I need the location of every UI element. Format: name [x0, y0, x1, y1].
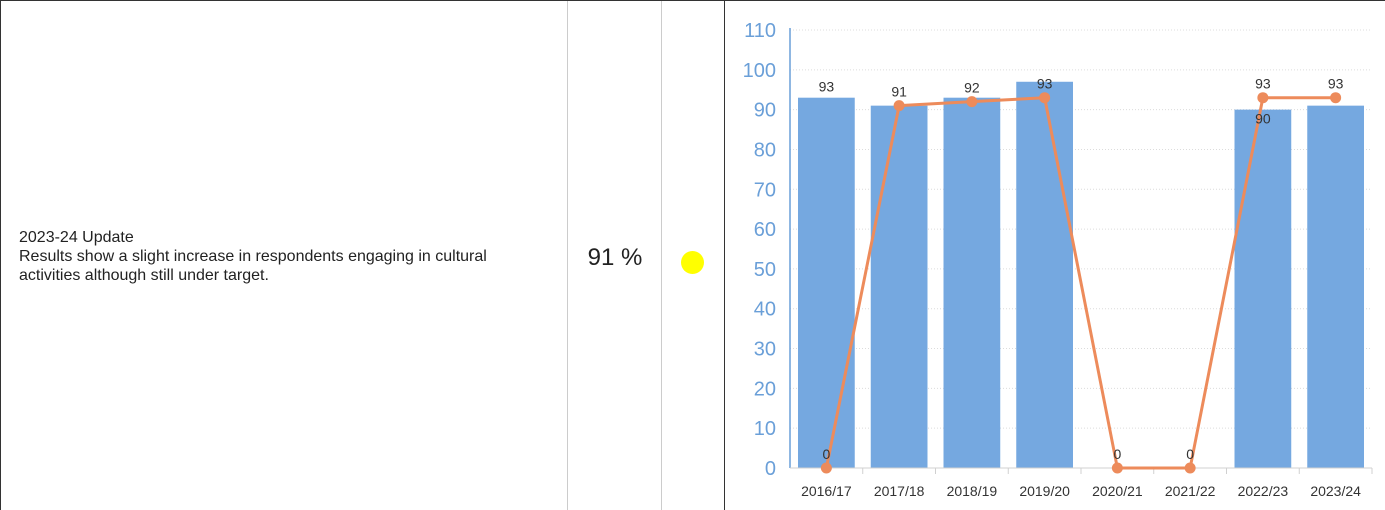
line-point-2022/23	[1257, 92, 1269, 104]
x-tick-label-2020/21: 2020/21	[1092, 483, 1143, 499]
bar-2018/19	[943, 97, 1001, 468]
bar-label-2016/17: 93	[819, 79, 835, 95]
x-tick-label-2021/22: 2021/22	[1165, 483, 1216, 499]
chart-cell	[724, 1, 1385, 510]
x-tick-label-2022/23: 2022/23	[1238, 483, 1289, 499]
y-tick-label-50: 50	[754, 259, 776, 281]
commentary: 2023-24 Update Results show a slight inc…	[19, 228, 519, 285]
bar-2019/20	[1016, 81, 1073, 468]
y-tick-label-100: 100	[743, 60, 776, 82]
x-tick-label-2016/17: 2016/17	[801, 483, 852, 499]
commentary-title: 2023-24 Update	[19, 229, 134, 246]
current-value: 91 %	[587, 244, 643, 271]
y-tick-label-80: 80	[754, 139, 776, 161]
y-tick-label-40: 40	[754, 299, 776, 321]
bar-series	[798, 81, 1364, 469]
value-cell: 91 %	[568, 1, 662, 510]
line-point-2016/17	[820, 462, 832, 474]
x-tick-label-2017/18: 2017/18	[874, 483, 925, 499]
x-tick-label-2023/24: 2023/24	[1310, 483, 1361, 499]
commentary-cell: 2023-24 Update Results show a slight inc…	[0, 1, 568, 510]
y-axis: 0 10 20 30 40 50 60 70 80 90 100 110	[743, 20, 791, 480]
y-tick-label-0: 0	[765, 458, 776, 480]
line-point-2018/19	[966, 96, 978, 108]
y-tick-label-110: 110	[744, 20, 776, 42]
y-tick-label-60: 60	[754, 219, 776, 241]
bar-2017/18	[870, 105, 928, 469]
line-point-2017/18	[893, 100, 905, 112]
line-point-2020/21	[1111, 462, 1123, 474]
line-label-2018/19: 92	[964, 80, 980, 96]
line-series	[820, 92, 1342, 474]
y-tick-label-30: 30	[754, 339, 776, 361]
x-axis: 2016/17 2017/18 2018/19 2019/20 2020/21 2021/…	[790, 467, 1373, 499]
commentary-body: Results show a slight increase in respon…	[19, 248, 487, 284]
x-tick-label-2018/19: 2018/19	[947, 483, 998, 499]
line-point-2023/24	[1330, 92, 1342, 104]
y-tick-label-90: 90	[754, 100, 776, 122]
line-label-2019/20: 93	[1037, 76, 1053, 92]
line-path	[824, 96, 1336, 470]
line-point-2019/20	[1039, 92, 1051, 104]
y-tick-label-20: 20	[754, 378, 776, 400]
line-label-2022/23: 93	[1255, 76, 1271, 92]
line-label-2021/22: 0	[1186, 446, 1194, 462]
bar-2022/23	[1234, 109, 1292, 469]
line-label-2017/18: 91	[891, 84, 907, 100]
x-tick-label-2019/20: 2019/20	[1019, 483, 1070, 499]
line-point-2021/22	[1184, 462, 1196, 474]
bar-label-2022/23: 90	[1255, 111, 1271, 127]
line-label-2020/21: 0	[1113, 446, 1121, 462]
status-indicator-icon	[681, 251, 704, 274]
y-tick-label-70: 70	[754, 179, 776, 201]
line-label-2023/24: 93	[1328, 76, 1344, 92]
y-tick-label-10: 10	[754, 418, 776, 440]
bar-2023/24	[1307, 105, 1364, 469]
data-labels: 93 90 0 91 92 93 0 0 93 93	[819, 76, 1344, 462]
line-label-2016/17: 0	[822, 446, 830, 462]
bar-2016/17	[798, 97, 855, 468]
